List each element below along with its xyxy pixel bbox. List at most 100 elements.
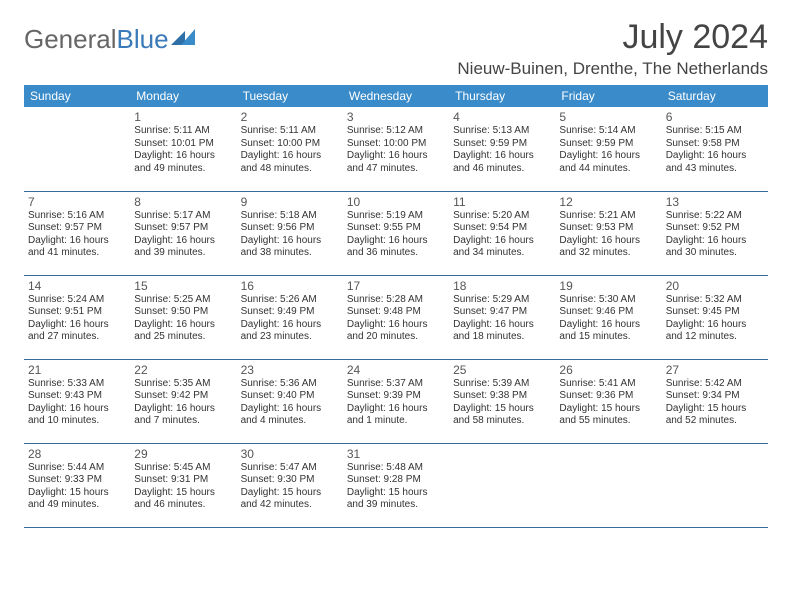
daylight-line: Daylight: 16 hours and 32 minutes. bbox=[559, 235, 657, 260]
sunrise-line: Sunrise: 5:15 AM bbox=[666, 125, 764, 138]
day-info: Sunrise: 5:22 AMSunset: 9:52 PMDaylight:… bbox=[666, 210, 764, 260]
sunset-line: Sunset: 9:39 PM bbox=[347, 390, 445, 403]
sunrise-line: Sunrise: 5:44 AM bbox=[28, 462, 126, 475]
sunrise-line: Sunrise: 5:36 AM bbox=[241, 378, 339, 391]
day-number: 27 bbox=[666, 363, 764, 377]
sunrise-line: Sunrise: 5:20 AM bbox=[453, 210, 551, 223]
calendar-day-cell: 10Sunrise: 5:19 AMSunset: 9:55 PMDayligh… bbox=[343, 191, 449, 275]
weekday-header: Monday bbox=[130, 85, 236, 107]
day-info: Sunrise: 5:37 AMSunset: 9:39 PMDaylight:… bbox=[347, 378, 445, 428]
calendar-day-cell bbox=[449, 443, 555, 527]
day-number: 30 bbox=[241, 447, 339, 461]
sunrise-line: Sunrise: 5:41 AM bbox=[559, 378, 657, 391]
sunset-line: Sunset: 9:52 PM bbox=[666, 222, 764, 235]
daylight-line: Daylight: 16 hours and 34 minutes. bbox=[453, 235, 551, 260]
sunset-line: Sunset: 9:54 PM bbox=[453, 222, 551, 235]
calendar-week-row: 7Sunrise: 5:16 AMSunset: 9:57 PMDaylight… bbox=[24, 191, 768, 275]
calendar-day-cell: 12Sunrise: 5:21 AMSunset: 9:53 PMDayligh… bbox=[555, 191, 661, 275]
calendar-day-cell bbox=[555, 443, 661, 527]
day-number: 16 bbox=[241, 279, 339, 293]
sunrise-line: Sunrise: 5:21 AM bbox=[559, 210, 657, 223]
sunrise-line: Sunrise: 5:33 AM bbox=[28, 378, 126, 391]
sunset-line: Sunset: 9:34 PM bbox=[666, 390, 764, 403]
sunset-line: Sunset: 9:33 PM bbox=[28, 474, 126, 487]
sunset-line: Sunset: 9:57 PM bbox=[134, 222, 232, 235]
daylight-line: Daylight: 16 hours and 15 minutes. bbox=[559, 319, 657, 344]
daylight-line: Daylight: 16 hours and 30 minutes. bbox=[666, 235, 764, 260]
calendar-day-cell: 19Sunrise: 5:30 AMSunset: 9:46 PMDayligh… bbox=[555, 275, 661, 359]
sunset-line: Sunset: 9:46 PM bbox=[559, 306, 657, 319]
daylight-line: Daylight: 16 hours and 47 minutes. bbox=[347, 150, 445, 175]
day-number: 4 bbox=[453, 110, 551, 124]
sunset-line: Sunset: 9:59 PM bbox=[559, 138, 657, 151]
sunrise-line: Sunrise: 5:25 AM bbox=[134, 294, 232, 307]
day-info: Sunrise: 5:30 AMSunset: 9:46 PMDaylight:… bbox=[559, 294, 657, 344]
calendar-day-cell: 8Sunrise: 5:17 AMSunset: 9:57 PMDaylight… bbox=[130, 191, 236, 275]
day-number: 8 bbox=[134, 195, 232, 209]
day-info: Sunrise: 5:16 AMSunset: 9:57 PMDaylight:… bbox=[28, 210, 126, 260]
logo-mark-icon bbox=[171, 27, 197, 52]
day-number: 26 bbox=[559, 363, 657, 377]
day-number: 22 bbox=[134, 363, 232, 377]
day-number: 20 bbox=[666, 279, 764, 293]
sunrise-line: Sunrise: 5:22 AM bbox=[666, 210, 764, 223]
daylight-line: Daylight: 16 hours and 36 minutes. bbox=[347, 235, 445, 260]
daylight-line: Daylight: 16 hours and 1 minute. bbox=[347, 403, 445, 428]
sunset-line: Sunset: 9:49 PM bbox=[241, 306, 339, 319]
day-number: 28 bbox=[28, 447, 126, 461]
header: GeneralBlue July 2024 Nieuw-Buinen, Dren… bbox=[24, 18, 768, 79]
sunset-line: Sunset: 9:31 PM bbox=[134, 474, 232, 487]
day-number: 23 bbox=[241, 363, 339, 377]
day-info: Sunrise: 5:28 AMSunset: 9:48 PMDaylight:… bbox=[347, 294, 445, 344]
day-number: 6 bbox=[666, 110, 764, 124]
daylight-line: Daylight: 15 hours and 49 minutes. bbox=[28, 487, 126, 512]
weekday-header: Tuesday bbox=[237, 85, 343, 107]
sunset-line: Sunset: 9:55 PM bbox=[347, 222, 445, 235]
sunrise-line: Sunrise: 5:13 AM bbox=[453, 125, 551, 138]
day-number: 18 bbox=[453, 279, 551, 293]
sunrise-line: Sunrise: 5:48 AM bbox=[347, 462, 445, 475]
calendar-week-row: 14Sunrise: 5:24 AMSunset: 9:51 PMDayligh… bbox=[24, 275, 768, 359]
calendar-day-cell: 16Sunrise: 5:26 AMSunset: 9:49 PMDayligh… bbox=[237, 275, 343, 359]
calendar-day-cell: 2Sunrise: 5:11 AMSunset: 10:00 PMDayligh… bbox=[237, 107, 343, 191]
daylight-line: Daylight: 15 hours and 58 minutes. bbox=[453, 403, 551, 428]
sunset-line: Sunset: 9:28 PM bbox=[347, 474, 445, 487]
calendar-day-cell: 15Sunrise: 5:25 AMSunset: 9:50 PMDayligh… bbox=[130, 275, 236, 359]
calendar-day-cell: 9Sunrise: 5:18 AMSunset: 9:56 PMDaylight… bbox=[237, 191, 343, 275]
calendar-day-cell: 13Sunrise: 5:22 AMSunset: 9:52 PMDayligh… bbox=[662, 191, 768, 275]
day-number: 1 bbox=[134, 110, 232, 124]
day-number: 10 bbox=[347, 195, 445, 209]
sunrise-line: Sunrise: 5:42 AM bbox=[666, 378, 764, 391]
calendar-week-row: 28Sunrise: 5:44 AMSunset: 9:33 PMDayligh… bbox=[24, 443, 768, 527]
sunrise-line: Sunrise: 5:39 AM bbox=[453, 378, 551, 391]
logo: GeneralBlue bbox=[24, 24, 197, 55]
calendar-day-cell bbox=[662, 443, 768, 527]
calendar-day-cell: 30Sunrise: 5:47 AMSunset: 9:30 PMDayligh… bbox=[237, 443, 343, 527]
daylight-line: Daylight: 16 hours and 49 minutes. bbox=[134, 150, 232, 175]
day-number: 11 bbox=[453, 195, 551, 209]
sunrise-line: Sunrise: 5:32 AM bbox=[666, 294, 764, 307]
calendar-day-cell: 4Sunrise: 5:13 AMSunset: 9:59 PMDaylight… bbox=[449, 107, 555, 191]
sunrise-line: Sunrise: 5:12 AM bbox=[347, 125, 445, 138]
day-number: 3 bbox=[347, 110, 445, 124]
daylight-line: Daylight: 15 hours and 52 minutes. bbox=[666, 403, 764, 428]
calendar-body: 1Sunrise: 5:11 AMSunset: 10:01 PMDayligh… bbox=[24, 107, 768, 527]
sunset-line: Sunset: 9:30 PM bbox=[241, 474, 339, 487]
location: Nieuw-Buinen, Drenthe, The Netherlands bbox=[457, 59, 768, 79]
sunset-line: Sunset: 10:01 PM bbox=[134, 138, 232, 151]
daylight-line: Daylight: 16 hours and 23 minutes. bbox=[241, 319, 339, 344]
month-title: July 2024 bbox=[457, 18, 768, 57]
day-info: Sunrise: 5:39 AMSunset: 9:38 PMDaylight:… bbox=[453, 378, 551, 428]
sunset-line: Sunset: 9:48 PM bbox=[347, 306, 445, 319]
sunrise-line: Sunrise: 5:35 AM bbox=[134, 378, 232, 391]
day-info: Sunrise: 5:17 AMSunset: 9:57 PMDaylight:… bbox=[134, 210, 232, 260]
calendar-day-cell: 1Sunrise: 5:11 AMSunset: 10:01 PMDayligh… bbox=[130, 107, 236, 191]
calendar-week-row: 1Sunrise: 5:11 AMSunset: 10:01 PMDayligh… bbox=[24, 107, 768, 191]
day-info: Sunrise: 5:12 AMSunset: 10:00 PMDaylight… bbox=[347, 125, 445, 175]
sunrise-line: Sunrise: 5:47 AM bbox=[241, 462, 339, 475]
day-info: Sunrise: 5:44 AMSunset: 9:33 PMDaylight:… bbox=[28, 462, 126, 512]
sunrise-line: Sunrise: 5:30 AM bbox=[559, 294, 657, 307]
sunrise-line: Sunrise: 5:16 AM bbox=[28, 210, 126, 223]
daylight-line: Daylight: 16 hours and 46 minutes. bbox=[453, 150, 551, 175]
sunset-line: Sunset: 9:43 PM bbox=[28, 390, 126, 403]
